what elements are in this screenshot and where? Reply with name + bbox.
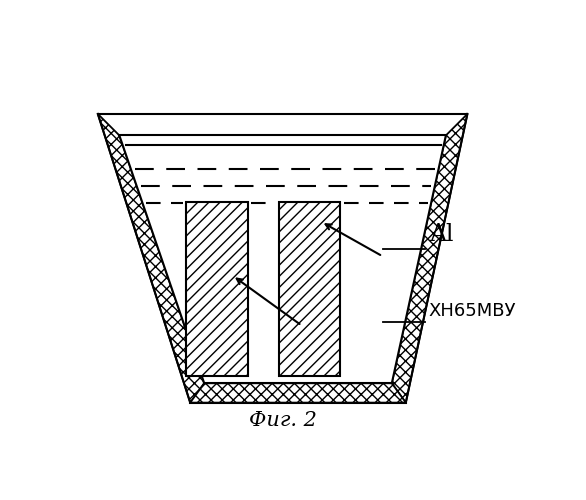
Polygon shape [279, 202, 340, 376]
Polygon shape [190, 383, 406, 402]
Text: ХН65МВУ: ХН65МВУ [429, 302, 516, 320]
Text: Фиг. 2: Фиг. 2 [248, 410, 316, 430]
Polygon shape [120, 136, 446, 383]
Text: Al: Al [429, 224, 454, 246]
Polygon shape [98, 114, 205, 403]
Polygon shape [186, 202, 248, 376]
Polygon shape [392, 114, 468, 403]
